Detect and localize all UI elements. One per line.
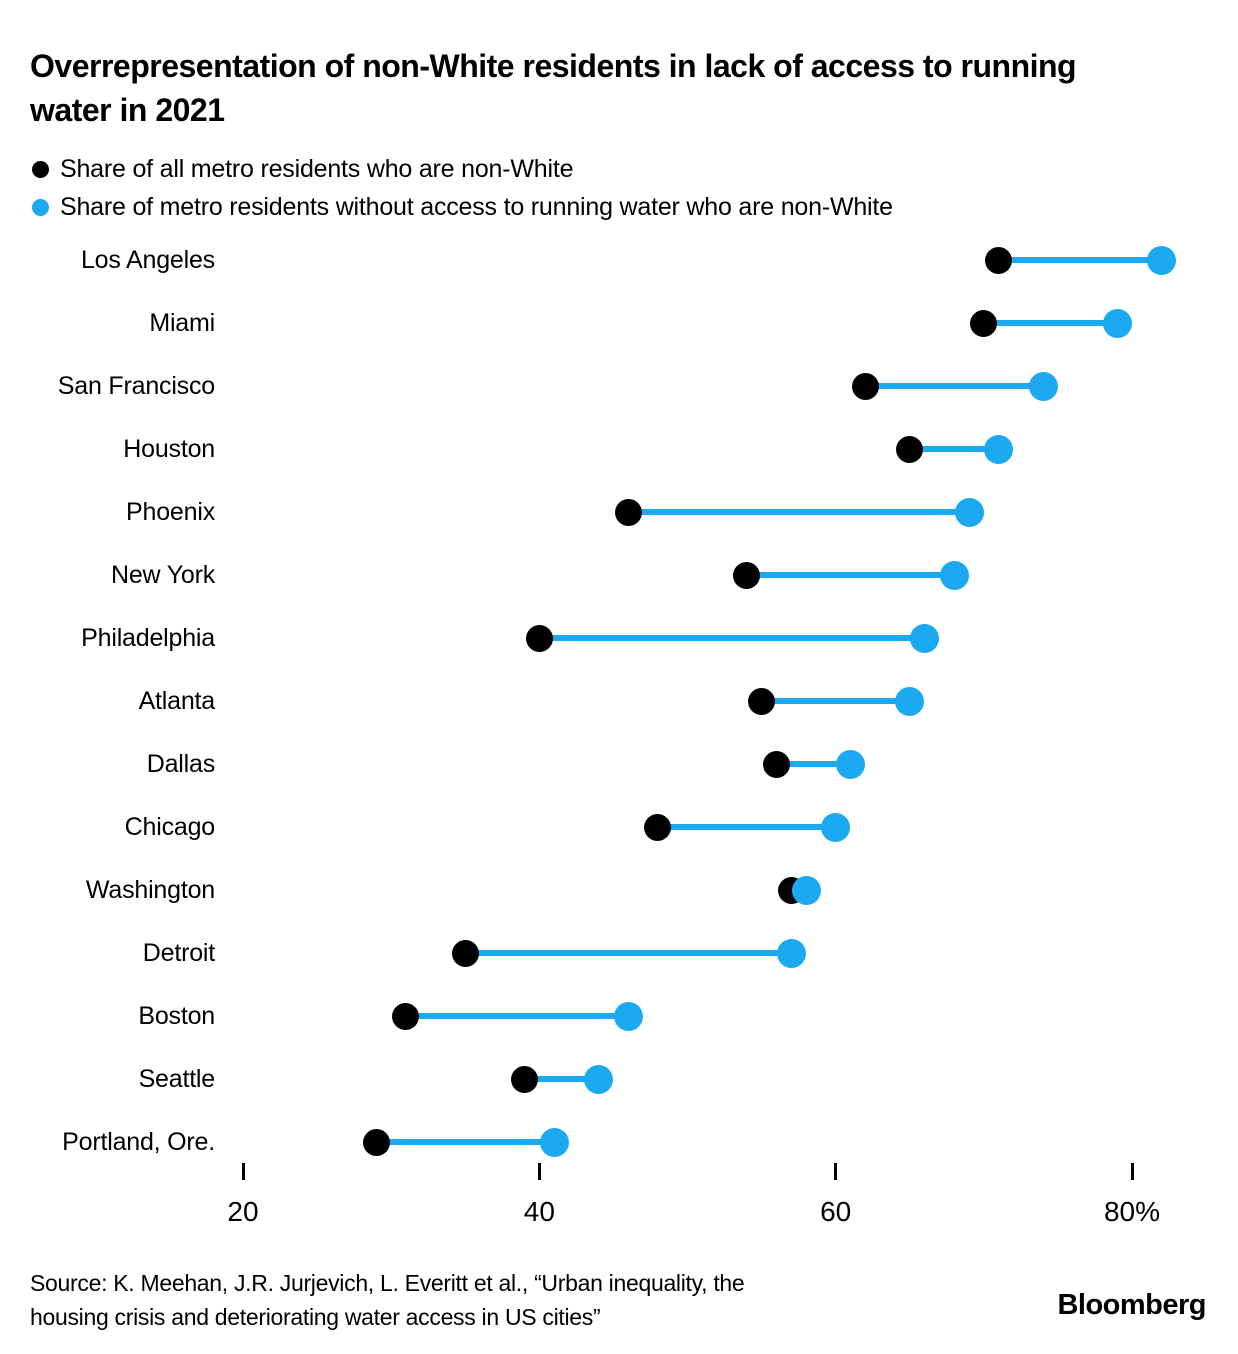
connector-line-new-york <box>746 572 955 578</box>
connector-line-boston <box>405 1013 629 1019</box>
black-dot-los-angeles <box>985 246 1013 274</box>
blue-dot-san-francisco <box>1028 371 1058 401</box>
x-axis-tick-label-80: 80% <box>1103 1196 1161 1227</box>
blue-dot-washington <box>791 875 821 905</box>
connector-line-san-francisco <box>865 383 1044 389</box>
chart-legend: Share of all metro residents who are non… <box>32 150 893 226</box>
black-dot-seattle <box>511 1065 539 1093</box>
connector-line-detroit <box>465 950 792 956</box>
category-label-los-angeles: Los Angeles <box>80 246 215 274</box>
category-label-philadelphia: Philadelphia <box>81 624 215 652</box>
legend-item-all-residents: Share of all metro residents who are non… <box>32 150 893 188</box>
x-axis-tick-80 <box>1130 1163 1134 1180</box>
blue-dot-portland-ore <box>539 1127 569 1157</box>
connector-line-philadelphia <box>539 635 925 641</box>
connector-line-dallas <box>776 761 851 767</box>
connector-line-houston <box>909 446 999 452</box>
category-label-detroit: Detroit <box>142 939 215 967</box>
connector-line-portland-ore <box>376 1139 555 1145</box>
source-note: Source: K. Meehan, J.R. Jurjevich, L. Ev… <box>30 1266 950 1334</box>
connector-line-seattle <box>524 1076 599 1082</box>
blue-dot-chicago <box>821 812 851 842</box>
blue-dot-seattle <box>584 1064 614 1094</box>
connector-line-los-angeles <box>998 257 1162 263</box>
black-dot-atlanta <box>748 687 776 715</box>
black-dot-portland-ore <box>362 1128 390 1156</box>
x-axis-tick-label-20: 20 <box>227 1196 259 1227</box>
legend-label: Share of metro residents without access … <box>60 192 893 221</box>
category-label-dallas: Dallas <box>146 750 215 778</box>
blue-dot-new-york <box>939 560 969 590</box>
category-label-washington: Washington <box>85 876 215 904</box>
legend-item-no-water-access: Share of metro residents without access … <box>32 188 893 226</box>
connector-line-chicago <box>657 824 836 830</box>
chart-title: Overrepresentation of non-White resident… <box>30 48 1077 128</box>
category-label-portland-ore: Portland, Ore. <box>62 1128 215 1156</box>
category-label-chicago: Chicago <box>124 813 216 841</box>
x-axis-tick-20 <box>241 1163 245 1180</box>
category-label-miami: Miami <box>149 309 215 337</box>
connector-line-phoenix <box>628 509 969 515</box>
blue-dot-detroit <box>776 938 806 968</box>
black-dot-detroit <box>451 939 479 967</box>
black-dot-houston <box>896 435 924 463</box>
black-dot-boston <box>392 1002 420 1030</box>
blue-dot-dallas <box>835 749 865 779</box>
x-axis-tick-label-60: 60 <box>820 1196 852 1227</box>
category-label-houston: Houston <box>123 435 215 463</box>
blue-dot-philadelphia <box>910 623 940 653</box>
black-dot-miami <box>970 309 998 337</box>
category-label-atlanta: Atlanta <box>138 687 216 715</box>
blue-dot-boston <box>613 1001 643 1031</box>
blue-dot-icon <box>32 198 49 216</box>
category-label-seattle: Seattle <box>138 1065 216 1093</box>
black-dot-new-york <box>733 561 761 589</box>
black-dot-chicago <box>644 813 672 841</box>
category-label-san-francisco: San Francisco <box>57 372 215 400</box>
source-line: housing crisis and deteriorating water a… <box>30 1304 601 1330</box>
blue-dot-houston <box>984 434 1014 464</box>
black-dot-icon <box>32 160 49 178</box>
black-dot-san-francisco <box>851 372 879 400</box>
black-dot-philadelphia <box>525 624 553 652</box>
category-label-phoenix: Phoenix <box>126 498 215 526</box>
x-axis-tick-40 <box>537 1163 541 1180</box>
blue-dot-phoenix <box>954 497 984 527</box>
bloomberg-logo: Bloomberg <box>1057 1289 1206 1321</box>
legend-label: Share of all metro residents who are non… <box>60 154 574 183</box>
black-dot-dallas <box>762 750 790 778</box>
black-dot-phoenix <box>614 498 642 526</box>
x-axis-tick-label-40: 40 <box>523 1196 555 1227</box>
category-label-boston: Boston <box>138 1002 215 1030</box>
x-axis-tick-60 <box>834 1163 838 1180</box>
blue-dot-atlanta <box>895 686 925 716</box>
connector-line-atlanta <box>761 698 910 704</box>
connector-line-miami <box>983 320 1118 326</box>
blue-dot-miami <box>1102 308 1132 338</box>
blue-dot-los-angeles <box>1147 245 1177 275</box>
source-line: Source: K. Meehan, J.R. Jurjevich, L. Ev… <box>30 1270 745 1296</box>
category-label-new-york: New York <box>110 561 215 589</box>
